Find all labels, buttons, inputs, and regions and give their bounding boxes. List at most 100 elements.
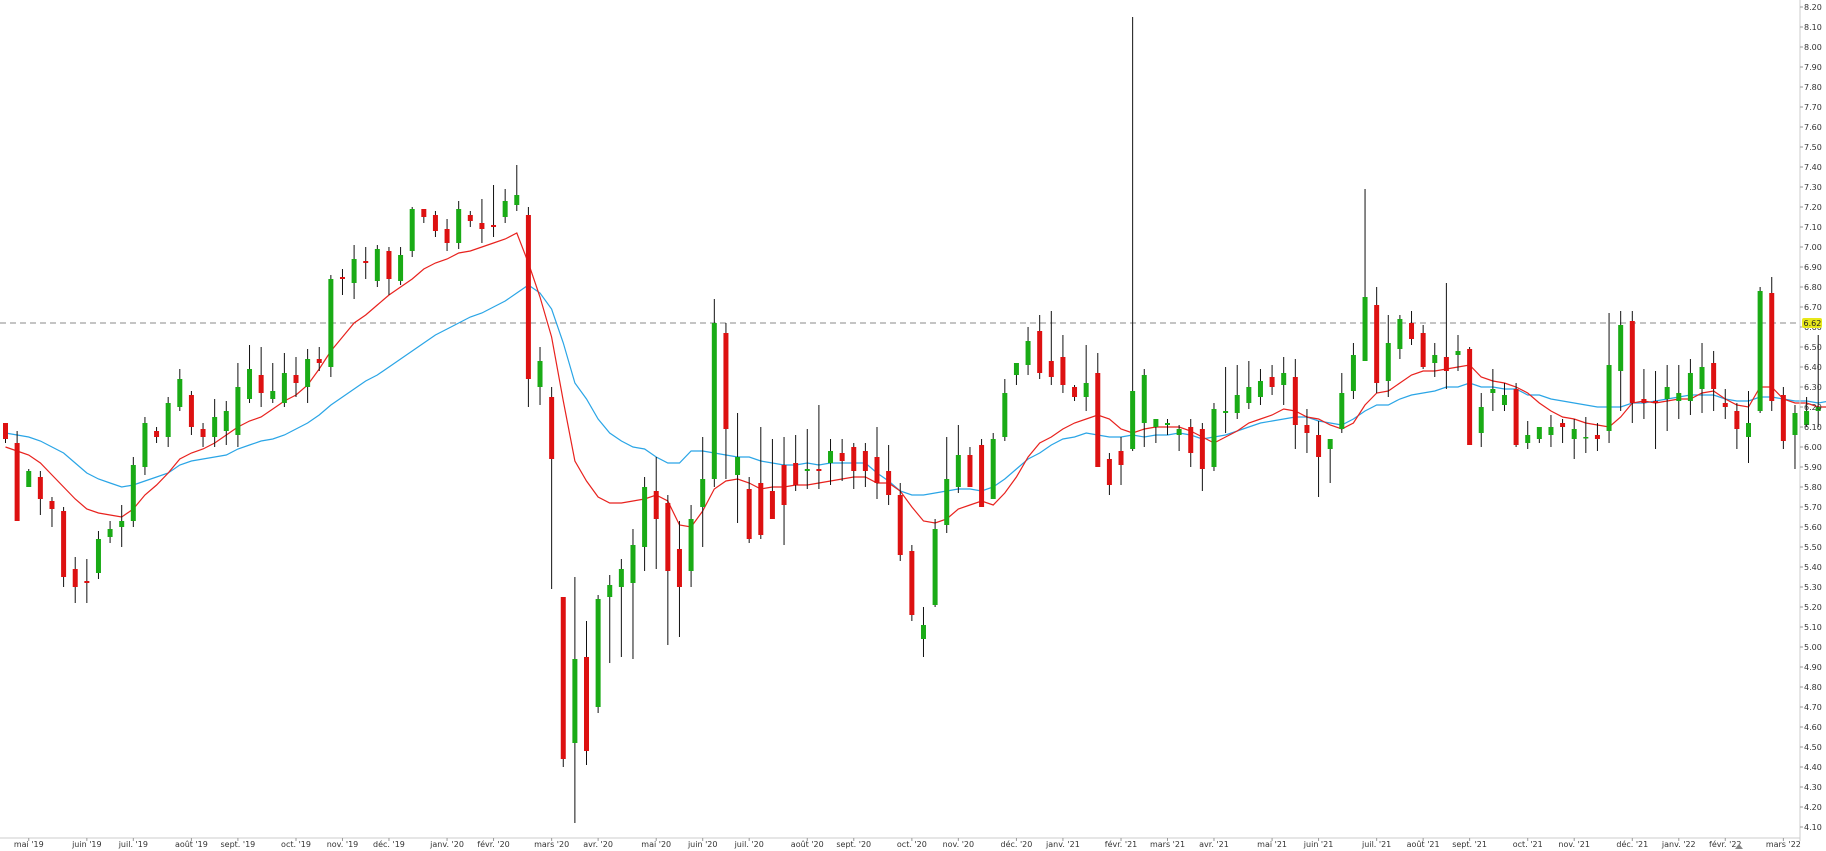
candle xyxy=(1443,283,1449,389)
y-tick-label: 5.60 xyxy=(1804,523,1822,532)
candle-body-up xyxy=(828,451,834,463)
candle-body-down xyxy=(1653,401,1659,403)
candle-body-up xyxy=(374,249,380,281)
candle xyxy=(1490,369,1496,411)
x-tick-label: févr. '21 xyxy=(1105,839,1138,849)
candle xyxy=(979,439,985,507)
candle xyxy=(1257,369,1263,405)
candle-body-down xyxy=(1769,293,1775,401)
candle-body-down xyxy=(3,423,8,439)
candle xyxy=(1722,389,1728,419)
candle xyxy=(432,211,438,237)
candle xyxy=(1269,365,1275,395)
candle xyxy=(351,245,357,299)
candle xyxy=(1339,373,1345,433)
candle-body-up xyxy=(1583,437,1589,439)
candle xyxy=(1350,343,1356,399)
x-tick-label: déc. '19 xyxy=(373,839,405,849)
candle xyxy=(1130,17,1136,451)
candle xyxy=(1397,315,1403,359)
candle-body-down xyxy=(967,455,973,487)
y-tick-label: 4.50 xyxy=(1804,743,1822,752)
candle xyxy=(851,443,857,489)
candle xyxy=(1699,343,1705,413)
candle xyxy=(839,439,845,481)
candle-body-down xyxy=(1711,363,1717,389)
x-tick-label: mars '22 xyxy=(1766,840,1801,849)
y-tick-label: 6.10 xyxy=(1804,423,1822,432)
candle-body-up xyxy=(572,659,578,743)
candle-body-up xyxy=(1490,389,1496,393)
candle xyxy=(700,437,706,547)
candle xyxy=(61,507,67,587)
candle-body-down xyxy=(1188,427,1194,453)
candle xyxy=(1664,365,1670,431)
candle xyxy=(1676,365,1682,419)
candle xyxy=(1106,453,1112,495)
candle xyxy=(1711,351,1717,411)
candle-body-down xyxy=(479,223,485,229)
candle-body-down xyxy=(72,569,78,587)
x-tick-label: mars '21 xyxy=(1150,840,1185,849)
candle xyxy=(793,435,799,491)
scroll-handle-icon[interactable] xyxy=(1735,844,1743,849)
candle-body-down xyxy=(188,395,194,427)
candle-body-up xyxy=(1153,419,1159,427)
moving-average-long-line xyxy=(5,284,1826,496)
candle xyxy=(188,391,194,435)
candle xyxy=(142,417,148,475)
candle-body-up xyxy=(1223,411,1229,413)
candle-body-up xyxy=(1478,407,1484,433)
candle-body-down xyxy=(1269,377,1275,387)
candle-body-down xyxy=(1513,389,1519,445)
candle-body-down xyxy=(1443,357,1449,371)
candle xyxy=(1037,315,1043,379)
x-tick-label: août '20 xyxy=(791,840,824,849)
candle xyxy=(1629,311,1635,423)
candle xyxy=(549,387,555,589)
y-tick-label: 8.00 xyxy=(1804,43,1822,52)
candle-body-down xyxy=(1304,425,1310,433)
candle-body-down xyxy=(793,463,799,485)
candle xyxy=(1548,415,1554,447)
time-scroll-handle[interactable] xyxy=(1735,844,1743,849)
candle xyxy=(1536,427,1542,443)
candle xyxy=(177,369,183,411)
candle-body-down xyxy=(653,491,659,519)
candle-body-down xyxy=(897,495,903,555)
candle xyxy=(95,531,101,579)
candle xyxy=(37,471,43,515)
candle-body-down xyxy=(154,431,160,437)
x-tick-label: mai '21 xyxy=(1257,840,1287,849)
candle xyxy=(328,275,334,377)
candle-body-up xyxy=(328,279,334,367)
y-tick-label: 5.80 xyxy=(1804,483,1822,492)
candle xyxy=(1083,345,1089,411)
candle xyxy=(897,483,903,561)
candle-body-down xyxy=(909,551,915,615)
candle-body-up xyxy=(305,359,311,387)
candle xyxy=(258,347,264,407)
x-tick-label: août '21 xyxy=(1407,840,1440,849)
candle-body-down xyxy=(1106,459,1112,485)
candle-body-down xyxy=(200,429,206,437)
x-tick-label: févr. '20 xyxy=(477,839,510,849)
candle-body-up xyxy=(1664,387,1670,399)
candle-body-up xyxy=(1013,363,1019,375)
x-tick-label: sept. '21 xyxy=(1452,840,1487,849)
candle-body-up xyxy=(26,471,32,487)
y-tick-label: 4.30 xyxy=(1804,783,1822,792)
x-tick-label: juil. '20 xyxy=(734,840,764,849)
candle-body-up xyxy=(1815,407,1821,411)
candle-body-up xyxy=(1165,423,1170,425)
candle xyxy=(618,559,624,657)
candle-body-up xyxy=(1257,381,1263,397)
candle-body-up xyxy=(1746,423,1751,437)
y-tick-label: 4.80 xyxy=(1804,683,1822,692)
candle xyxy=(874,427,880,499)
candle-body-up xyxy=(1234,395,1240,413)
candle xyxy=(467,211,473,227)
x-tick-label: sept. '20 xyxy=(836,840,871,849)
candle-body-up xyxy=(247,369,253,399)
y-tick-label: 6.20 xyxy=(1804,403,1822,412)
